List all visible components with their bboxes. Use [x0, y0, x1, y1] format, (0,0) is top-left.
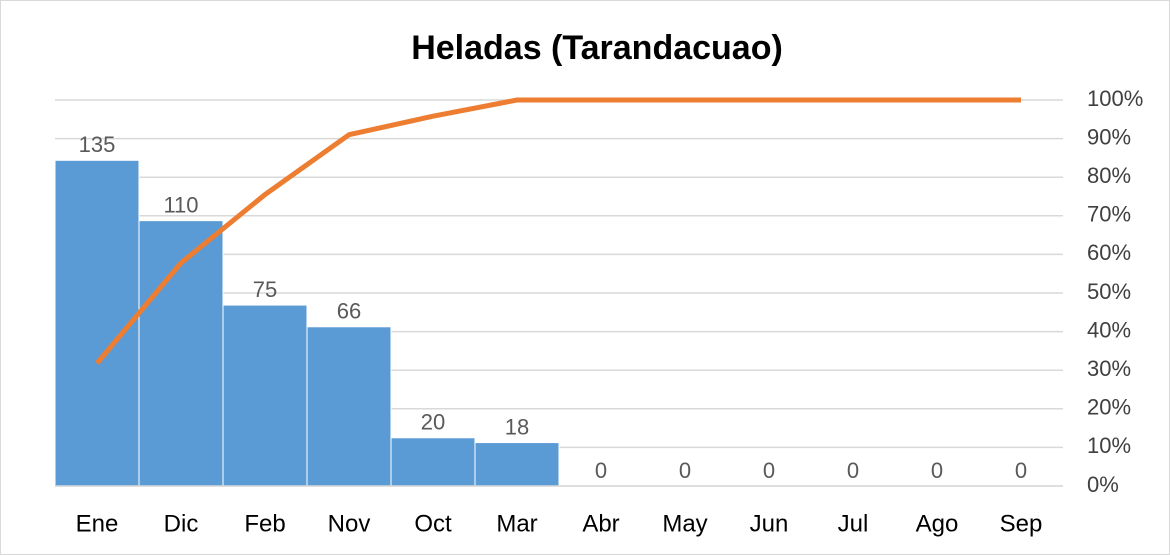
x-tick-label: Feb [244, 510, 285, 537]
x-tick-label: Sep [1000, 510, 1043, 537]
x-tick-label: Jul [838, 510, 869, 537]
y2-tick-label: 30% [1087, 356, 1131, 381]
y2-tick-label: 90% [1087, 124, 1131, 149]
data-label: 20 [421, 410, 445, 435]
data-label: 66 [337, 299, 361, 324]
bar [306, 326, 392, 487]
data-label: 0 [847, 458, 859, 483]
y2-tick-label: 50% [1087, 279, 1131, 304]
bar [474, 442, 560, 487]
x-tick-label: Ago [916, 510, 959, 537]
bar [222, 304, 308, 487]
data-label: 18 [505, 414, 529, 439]
data-label: 75 [253, 277, 277, 302]
x-tick-label: Ene [76, 510, 119, 537]
x-tick-label: Jun [750, 510, 789, 537]
x-tick-label: Oct [414, 510, 452, 537]
x-tick-label: May [662, 510, 707, 537]
y2-tick-label: 20% [1087, 395, 1131, 420]
y2-tick-label: 0% [1087, 472, 1119, 497]
x-tick-label: Mar [496, 510, 537, 537]
bar [390, 437, 476, 487]
data-label: 0 [763, 458, 775, 483]
y2-tick-label: 10% [1087, 433, 1131, 458]
y2-tick-label: 70% [1087, 202, 1131, 227]
x-tick-label: Nov [328, 510, 371, 537]
x-tick-label: Dic [164, 510, 199, 537]
data-label: 0 [595, 458, 607, 483]
chart-title: Heladas (Tarandacuao) [411, 29, 783, 67]
data-label: 135 [79, 132, 116, 157]
y2-tick-label: 60% [1087, 240, 1131, 265]
data-label: 0 [679, 458, 691, 483]
data-label: 0 [1015, 458, 1027, 483]
y2-tick-label: 80% [1087, 163, 1131, 188]
data-label: 110 [163, 192, 198, 217]
line [95, 97, 1021, 365]
y2-tick-label: 40% [1087, 317, 1131, 342]
bar [54, 159, 140, 487]
x-tick-label: Abr [582, 510, 619, 537]
y2-tick-label: 100% [1087, 86, 1143, 111]
data-label: 0 [931, 458, 943, 483]
